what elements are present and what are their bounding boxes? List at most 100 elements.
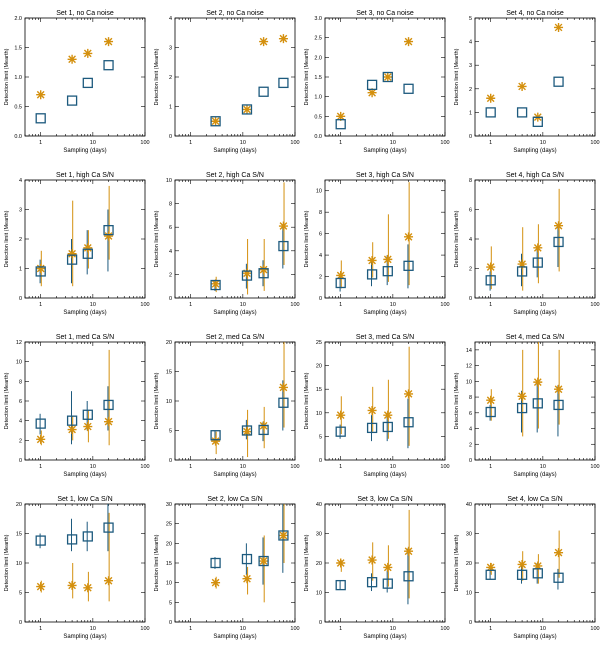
- data-point-asterisk: [336, 558, 346, 568]
- data-point-square: [532, 398, 543, 409]
- y-tick-label: 30: [166, 502, 172, 508]
- data-point-asterisk: [211, 578, 221, 588]
- plot-frame: [474, 341, 596, 461]
- y-tick-label: 20: [166, 541, 172, 547]
- data-point-square: [516, 107, 528, 118]
- chart-title: Set 2, med Ca S/N: [206, 334, 264, 341]
- x-tick-label: 10: [240, 302, 246, 308]
- chart-panel-5: Set 1, high Ca S/N 1 10 100 0 1 2 3 4 Sampling (d…: [4, 172, 150, 316]
- data-point-asterisk: [383, 562, 393, 572]
- y-tick-label: 0: [469, 458, 472, 464]
- chart-panel-4: Set 4, no Ca noise 1 10 100 0 1 2 3 4 5 Sampling (…: [454, 10, 600, 154]
- x-tick-label: 100: [290, 626, 299, 632]
- y-axis-label: Detection limit (Mearth): [154, 48, 160, 105]
- data-point-asterisk: [278, 530, 288, 540]
- data-point-asterisk: [83, 422, 93, 432]
- chart-panel-1: Set 1, no Ca noise 1 10 100 0.0 0.5 1.0 1.5 2.0 S…: [4, 10, 150, 154]
- x-tick-label: 100: [590, 626, 599, 632]
- data-point-asterisk: [104, 231, 114, 241]
- data-point-square: [516, 569, 528, 580]
- x-tick-label: 10: [390, 464, 396, 470]
- y-axis-label: Detection limit (Mearth): [4, 534, 10, 591]
- data-point-asterisk: [259, 265, 269, 275]
- data-point-square: [403, 260, 414, 271]
- y-tick-label: 4: [169, 16, 172, 22]
- data-point-asterisk: [517, 559, 527, 569]
- data-point-square: [553, 76, 564, 87]
- y-tick-label: 4: [19, 178, 22, 184]
- x-tick-label: 10: [90, 626, 96, 632]
- plot-frame: [474, 17, 596, 137]
- y-tick-label: 0: [169, 458, 172, 464]
- x-axis-label: Sampling (days): [213, 148, 256, 154]
- data-point-asterisk: [367, 405, 377, 415]
- y-tick-label: 40: [316, 502, 322, 508]
- data-point-asterisk: [533, 377, 543, 387]
- x-axis-label: Sampling (days): [63, 310, 106, 316]
- chart-panel-15: Set 3, low Ca S/N 1 10 100 0 10 20 30 40 Sampling…: [304, 496, 450, 640]
- x-tick-label: 10: [540, 464, 546, 470]
- data-point-square: [532, 116, 543, 127]
- y-tick-label: 0: [469, 620, 472, 626]
- y-axis-label: Detection limit (Mearth): [154, 372, 160, 429]
- x-tick-label: 10: [90, 464, 96, 470]
- chart-title: Set 1, med Ca S/N: [56, 334, 114, 341]
- y-tick-label: 40: [466, 502, 472, 508]
- plot-frame: [174, 503, 296, 623]
- data-point-square: [210, 557, 221, 569]
- data-point-asterisk: [242, 427, 252, 437]
- data-point-asterisk: [404, 232, 414, 242]
- data-point-square: [82, 531, 93, 542]
- y-tick-label: 12: [466, 364, 472, 370]
- plot-frame: [24, 179, 146, 299]
- y-axis-label: Detection limit (Mearth): [304, 48, 310, 105]
- data-point-square: [66, 254, 78, 265]
- data-point-asterisk: [67, 580, 77, 590]
- chart-panel-2: Set 2, no Ca noise 1 10 100 0 1 2 3 4 Sampling (d…: [154, 10, 300, 154]
- y-tick-label: 5: [319, 434, 322, 440]
- data-point-asterisk: [211, 279, 221, 289]
- y-axis-label: Detection limit (Mearth): [304, 534, 310, 591]
- chart-title: Set 2, low Ca S/N: [207, 496, 262, 503]
- y-tick-label: 2: [169, 75, 172, 81]
- chart-title: Set 4, high Ca S/N: [506, 172, 564, 179]
- y-tick-label: 30: [316, 532, 322, 538]
- x-tick-label: 100: [290, 302, 299, 308]
- x-tick-label: 1: [339, 140, 342, 146]
- data-point-square: [66, 415, 78, 426]
- x-tick-label: 1: [339, 464, 342, 470]
- data-point-square: [485, 569, 496, 580]
- x-tick-label: 1: [39, 464, 42, 470]
- data-point-square: [66, 534, 78, 545]
- data-point-square: [403, 83, 414, 94]
- y-tick-label: 30: [466, 532, 472, 538]
- data-point-square: [516, 402, 528, 414]
- y-tick-label: 10: [316, 189, 322, 195]
- data-point-asterisk: [554, 548, 564, 558]
- x-axis-label: Sampling (days): [213, 310, 256, 316]
- x-axis-label: Sampling (days): [363, 310, 406, 316]
- x-tick-label: 100: [590, 464, 599, 470]
- data-point-asterisk: [259, 37, 269, 47]
- y-tick-label: 15: [166, 561, 172, 567]
- x-tick-label: 100: [590, 302, 599, 308]
- data-point-square: [278, 530, 289, 541]
- y-tick-label: 20: [316, 561, 322, 567]
- x-axis-label: Sampling (days): [513, 634, 556, 640]
- data-point-square: [366, 269, 378, 280]
- y-tick-label: 1.5: [314, 75, 322, 81]
- y-tick-label: 0: [169, 620, 172, 626]
- data-point-asterisk: [404, 546, 414, 556]
- data-point-asterisk: [517, 391, 527, 401]
- y-tick-label: 0.0: [14, 134, 22, 140]
- data-point-asterisk: [486, 262, 496, 272]
- data-point-square: [82, 248, 93, 259]
- x-tick-label: 1: [39, 140, 42, 146]
- data-point-asterisk: [404, 37, 414, 47]
- data-point-asterisk: [36, 90, 46, 100]
- data-point-square: [210, 116, 221, 127]
- data-point-asterisk: [211, 436, 221, 446]
- data-point-asterisk: [83, 243, 93, 253]
- y-tick-label: 10: [16, 360, 22, 366]
